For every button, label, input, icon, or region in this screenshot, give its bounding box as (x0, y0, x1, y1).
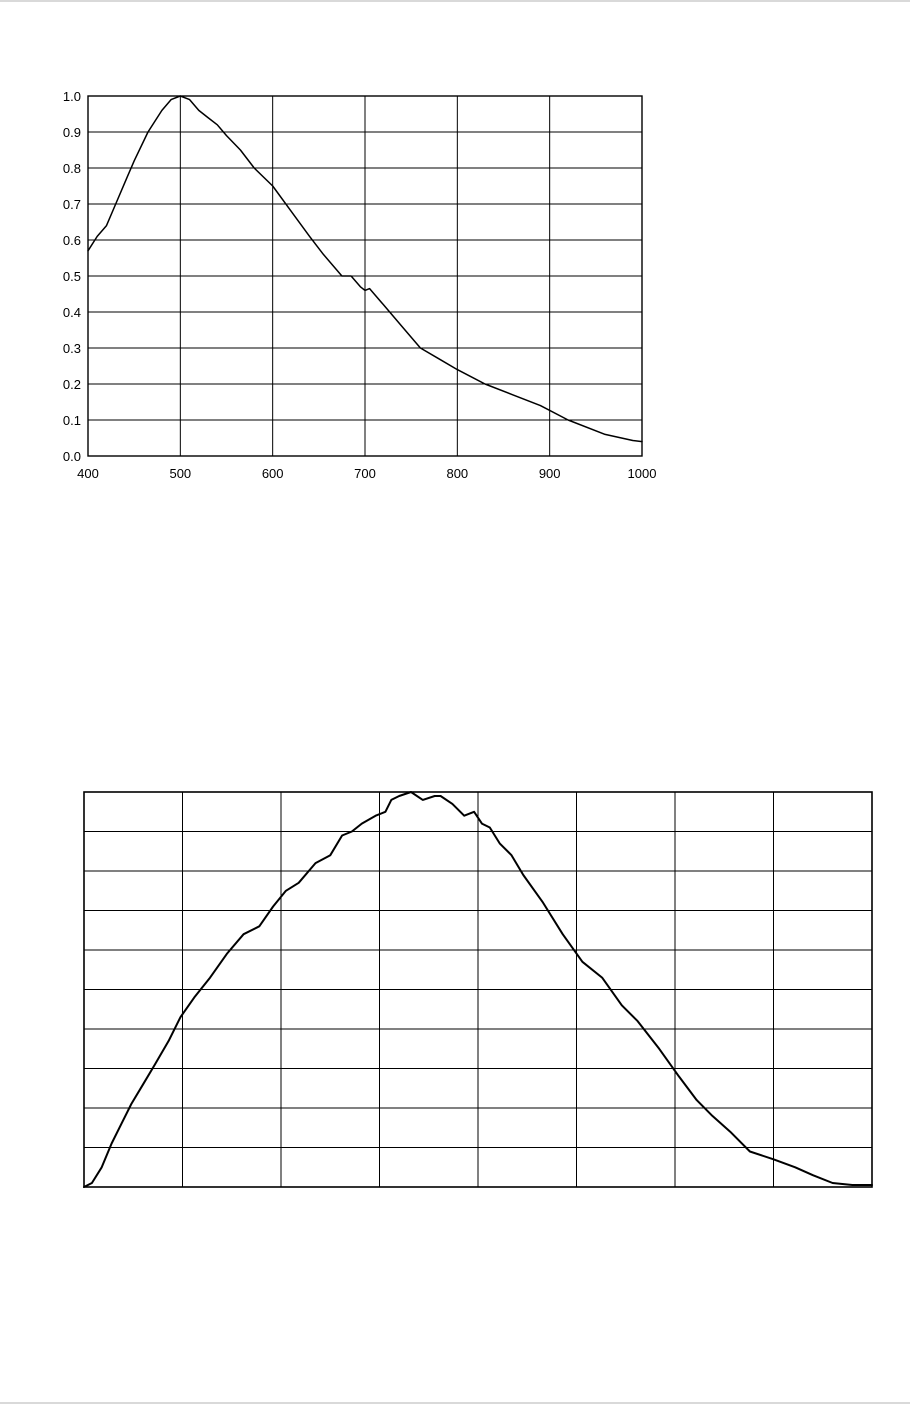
y-tick-label: 0.1 (63, 413, 81, 428)
series-line-1 (87, 95, 643, 443)
y-tick-label: 0.4 (63, 305, 81, 320)
y-tick-label: 0.0 (63, 449, 81, 464)
x-tick-label: 1000 (628, 466, 657, 481)
y-tick-label: 0.9 (63, 125, 81, 140)
x-tick-label: 800 (446, 466, 468, 481)
chart-2 (83, 791, 873, 1188)
chart-1: 400 500 600 700 800 900 1000 0.0 0.1 0.2 0.3 0.4 0.5… (63, 89, 657, 481)
y-tick-label: 0.5 (63, 269, 81, 284)
y-tick-label: 1.0 (63, 89, 81, 104)
y-tick-label: 0.7 (63, 197, 81, 212)
top-rule (0, 0, 910, 2)
bottom-rule (0, 1402, 910, 1404)
y-tick-label: 0.6 (63, 233, 81, 248)
plot-frame (87, 95, 643, 457)
y-tick-label: 0.8 (63, 161, 81, 176)
series-line-1 (83, 791, 873, 1188)
y-tick-label: 0.2 (63, 377, 81, 392)
x-tick-label: 900 (539, 466, 561, 481)
x-tick-label: 400 (77, 466, 99, 481)
x-tick-label: 700 (354, 466, 376, 481)
x-tick-label: 600 (262, 466, 284, 481)
plot-frame (83, 791, 873, 1188)
y-tick-label: 0.3 (63, 341, 81, 356)
x-tick-label: 500 (169, 466, 191, 481)
